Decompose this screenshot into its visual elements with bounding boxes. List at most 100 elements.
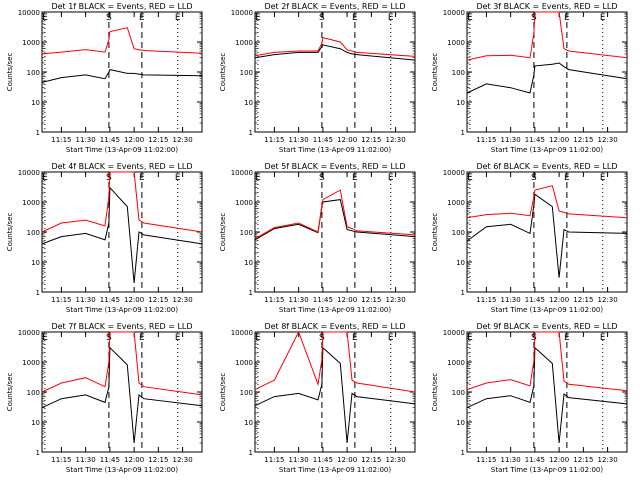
x-tick-label: 12:30 — [173, 296, 193, 304]
x-axis-label: Start Time (13-Apr-09 11:02:00) — [66, 146, 178, 154]
y-tick-label: 1000 — [447, 199, 465, 207]
x-axis-label: Start Time (13-Apr-09 11:02:00) — [279, 466, 391, 474]
marker-label: E — [42, 173, 48, 183]
x-tick-label: 12:00 — [549, 136, 569, 144]
y-axis-label: Counts/sec — [6, 373, 14, 412]
x-tick-label: 12:00 — [337, 296, 357, 304]
x-tick-label: 11:30 — [76, 296, 96, 304]
y-tick-label: 10 — [244, 419, 253, 427]
y-axis-label: Counts/sec — [219, 53, 227, 92]
x-tick-label: 11:45 — [313, 456, 333, 464]
y-tick-label: 10 — [31, 259, 40, 267]
y-tick-label: 1 — [36, 449, 40, 457]
marker-label: E — [352, 333, 358, 343]
y-axis-label: Counts/sec — [431, 53, 439, 92]
chart-title: Det 2f BLACK = Events, RED = LLD — [264, 2, 405, 11]
x-tick-label: 12:30 — [598, 456, 618, 464]
x-tick-label: 12:15 — [573, 456, 593, 464]
y-tick-label: 10 — [456, 99, 465, 107]
y-axis-label: Counts/sec — [219, 373, 227, 412]
x-tick-label: 12:30 — [598, 296, 618, 304]
x-tick-label: 12:15 — [148, 136, 168, 144]
x-tick-label: 12:15 — [361, 136, 381, 144]
y-tick-label: 1 — [249, 289, 253, 297]
series-lld — [41, 27, 203, 55]
y-tick-label: 100 — [27, 69, 40, 77]
marker-label: S — [531, 333, 537, 343]
x-tick-label: 11:15 — [51, 296, 71, 304]
series-lld — [466, 331, 628, 392]
y-tick-label: 1000 — [235, 39, 253, 47]
series-events — [254, 346, 416, 444]
marker-label: E — [564, 173, 570, 183]
x-tick-label: 12:15 — [361, 456, 381, 464]
marker-label: S — [531, 13, 537, 23]
x-tick-label: 12:00 — [124, 456, 144, 464]
x-tick-label: 12:00 — [124, 296, 144, 304]
x-axis-label: Start Time (13-Apr-09 11:02:00) — [279, 306, 391, 314]
y-tick-label: 10000 — [18, 9, 40, 17]
y-axis-label: Counts/sec — [6, 213, 14, 252]
x-tick-label: 12:00 — [124, 136, 144, 144]
marker-label: E — [467, 333, 473, 343]
x-tick-label: 11:15 — [264, 296, 284, 304]
y-tick-label: 1 — [36, 289, 40, 297]
chart-panel-7: Det 7f BLACK = Events, RED = LLD Counts/s… — [6, 322, 203, 474]
y-tick-label: 10000 — [443, 329, 465, 337]
marker-label: E — [139, 333, 145, 343]
marker-label: S — [319, 13, 325, 23]
series-events — [254, 199, 416, 241]
y-tick-label: 100 — [240, 229, 253, 237]
y-tick-label: 10 — [244, 259, 253, 267]
x-tick-label: 11:15 — [476, 296, 496, 304]
marker-label: E — [388, 333, 394, 343]
x-tick-label: 12:15 — [573, 136, 593, 144]
y-tick-label: 10 — [244, 99, 253, 107]
series-events — [466, 346, 628, 444]
y-tick-label: 10 — [456, 259, 465, 267]
x-tick-label: 11:15 — [476, 136, 496, 144]
x-tick-label: 11:15 — [476, 456, 496, 464]
y-tick-label: 1000 — [235, 199, 253, 207]
y-tick-label: 100 — [452, 69, 465, 77]
x-tick-label: 12:30 — [598, 136, 618, 144]
y-tick-label: 10000 — [443, 169, 465, 177]
marker-label: E — [255, 173, 261, 183]
series-lld — [254, 36, 416, 57]
x-tick-label: 11:30 — [501, 296, 521, 304]
x-tick-label: 11:15 — [264, 456, 284, 464]
marker-label: E — [255, 13, 261, 23]
marker-label: E — [175, 13, 181, 23]
x-tick-label: 11:30 — [289, 136, 309, 144]
x-axis-label: Start Time (13-Apr-09 11:02:00) — [66, 466, 178, 474]
y-axis-label: Counts/sec — [431, 373, 439, 412]
marker-label: E — [467, 173, 473, 183]
x-tick-label: 11:45 — [313, 296, 333, 304]
chart-title: Det 8f BLACK = Events, RED = LLD — [264, 322, 405, 331]
series-lld — [41, 331, 203, 396]
chart-panel-3: Det 3f BLACK = Events, RED = LLD Counts/s… — [431, 2, 628, 154]
y-tick-label: 1000 — [447, 359, 465, 367]
y-tick-label: 10 — [31, 99, 40, 107]
marker-label: E — [467, 13, 473, 23]
marker-label: E — [139, 173, 145, 183]
x-axis-label: Start Time (13-Apr-09 11:02:00) — [491, 306, 603, 314]
y-tick-label: 1000 — [22, 39, 40, 47]
x-tick-label: 11:45 — [525, 456, 545, 464]
y-tick-label: 10000 — [231, 329, 253, 337]
y-tick-label: 1 — [461, 449, 465, 457]
x-tick-label: 12:00 — [337, 136, 357, 144]
marker-label: E — [42, 13, 48, 23]
x-tick-label: 12:30 — [386, 296, 406, 304]
y-tick-label: 1 — [461, 289, 465, 297]
series-events — [466, 193, 628, 278]
y-tick-label: 100 — [240, 69, 253, 77]
marker-label: E — [139, 13, 145, 23]
series-events — [41, 346, 203, 444]
series-lld — [254, 330, 416, 393]
y-tick-label: 1 — [461, 129, 465, 137]
chart-title: Det 5f BLACK = Events, RED = LLD — [264, 162, 405, 171]
marker-label: E — [352, 13, 358, 23]
x-tick-label: 12:30 — [173, 136, 193, 144]
marker-label: S — [106, 13, 112, 23]
